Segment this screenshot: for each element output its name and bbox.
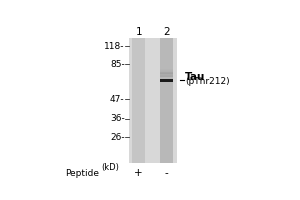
Bar <box>129 38 177 163</box>
Bar <box>160 76 173 77</box>
Text: Tau: Tau <box>185 72 206 82</box>
Text: 26-: 26- <box>110 133 125 142</box>
Bar <box>160 75 173 76</box>
Bar <box>160 72 173 74</box>
Text: 118-: 118- <box>104 42 125 51</box>
Text: 85-: 85- <box>110 60 125 69</box>
Bar <box>160 71 173 73</box>
Text: 1: 1 <box>135 27 142 37</box>
Text: (kD): (kD) <box>102 163 120 172</box>
Bar <box>160 69 173 70</box>
Text: Peptide: Peptide <box>65 169 99 178</box>
Bar <box>160 70 173 71</box>
Text: 36-: 36- <box>110 114 125 123</box>
Text: 2: 2 <box>163 27 170 37</box>
Bar <box>160 73 173 75</box>
Bar <box>132 38 145 163</box>
Text: (pThr212): (pThr212) <box>185 77 230 86</box>
Text: -: - <box>165 168 168 178</box>
Text: 47-: 47- <box>110 95 125 104</box>
Bar <box>160 67 173 69</box>
Bar <box>160 79 173 82</box>
Bar <box>160 38 173 163</box>
Text: +: + <box>134 168 143 178</box>
